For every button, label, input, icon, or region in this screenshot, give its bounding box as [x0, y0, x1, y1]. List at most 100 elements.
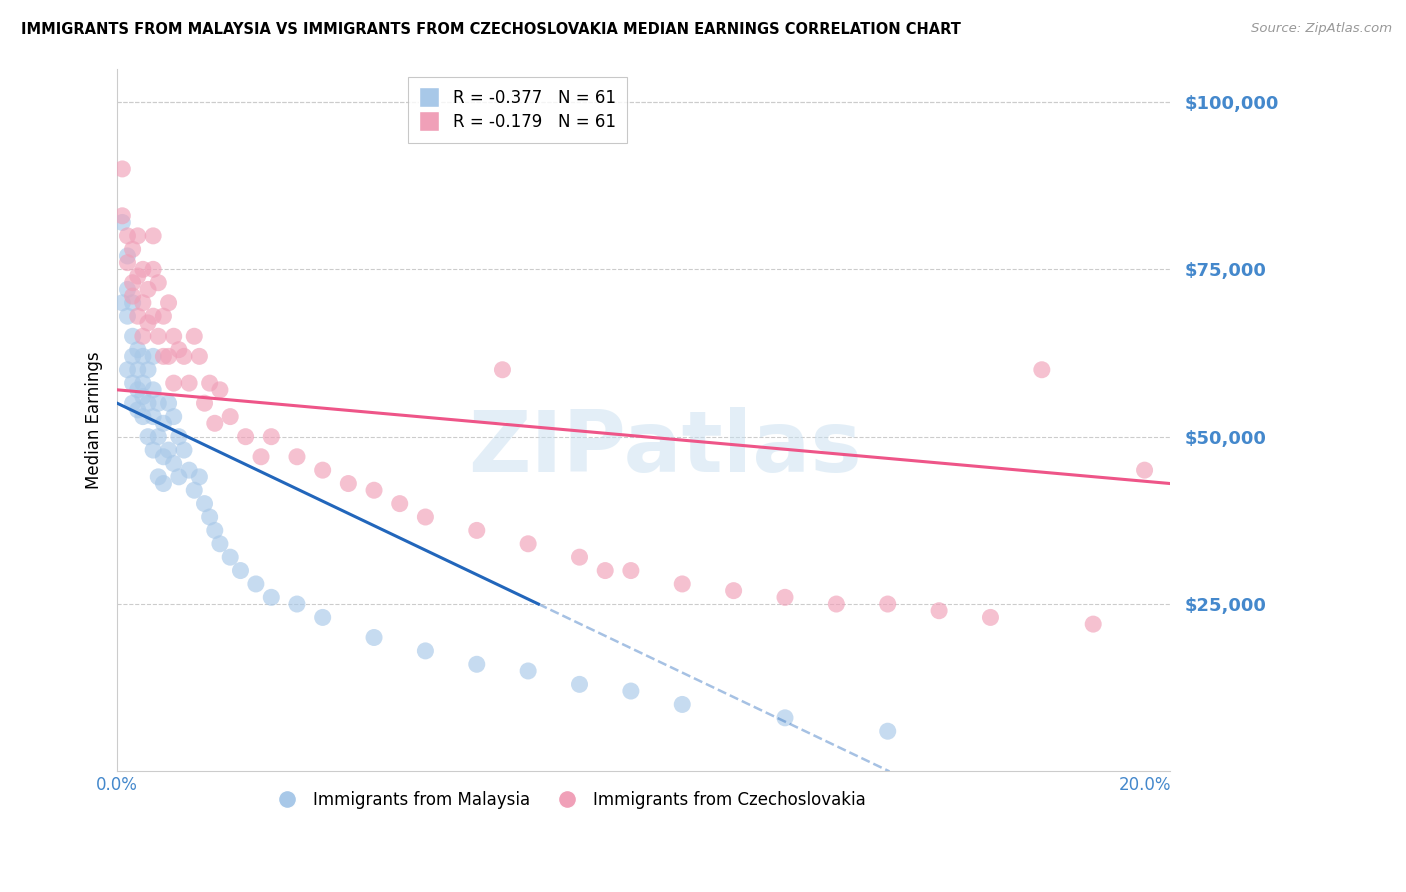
Point: [111, 215, 134, 229]
Point: [193, 497, 215, 511]
Point: [167, 343, 190, 357]
Point: [876, 597, 898, 611]
Point: [157, 350, 180, 364]
Point: [285, 597, 308, 611]
Point: [723, 583, 745, 598]
Point: [142, 409, 165, 424]
Point: [132, 329, 155, 343]
Point: [193, 396, 215, 410]
Point: [593, 564, 616, 578]
Point: [250, 450, 273, 464]
Point: [245, 577, 267, 591]
Point: [117, 255, 139, 269]
Point: [285, 450, 308, 464]
Point: [121, 396, 143, 410]
Point: [148, 329, 170, 343]
Point: [491, 363, 513, 377]
Point: [117, 309, 139, 323]
Point: [773, 591, 796, 605]
Point: [142, 350, 165, 364]
Point: [311, 463, 333, 477]
Point: [177, 376, 200, 391]
Point: [121, 329, 143, 343]
Point: [127, 268, 149, 283]
Point: [117, 228, 139, 243]
Point: [142, 443, 165, 458]
Point: [142, 228, 165, 243]
Text: IMMIGRANTS FROM MALAYSIA VS IMMIGRANTS FROM CZECHOSLOVAKIA MEDIAN EARNINGS CORRE: IMMIGRANTS FROM MALAYSIA VS IMMIGRANTS F…: [21, 22, 960, 37]
Point: [517, 664, 540, 678]
Text: ZIPatlas: ZIPatlas: [468, 407, 862, 490]
Point: [121, 376, 143, 391]
Point: [415, 510, 437, 524]
Point: [183, 483, 205, 498]
Point: [337, 476, 360, 491]
Text: Source: ZipAtlas.com: Source: ZipAtlas.com: [1251, 22, 1392, 36]
Point: [188, 470, 211, 484]
Point: [163, 409, 186, 424]
Point: [127, 403, 149, 417]
Point: [121, 350, 143, 364]
Point: [235, 430, 257, 444]
Point: [1083, 617, 1105, 632]
Point: [117, 249, 139, 263]
Point: [142, 309, 165, 323]
Point: [620, 684, 643, 698]
Point: [465, 524, 488, 538]
Point: [132, 409, 155, 424]
Point: [204, 417, 226, 431]
Point: [208, 383, 231, 397]
Point: [620, 564, 643, 578]
Point: [825, 597, 848, 611]
Point: [177, 463, 200, 477]
Point: [121, 242, 143, 256]
Point: [1133, 463, 1156, 477]
Point: [132, 390, 155, 404]
Point: [173, 443, 195, 458]
Point: [152, 309, 174, 323]
Point: [979, 610, 1001, 624]
Legend: Immigrants from Malaysia, Immigrants from Czechoslovakia: Immigrants from Malaysia, Immigrants fro…: [267, 784, 873, 816]
Point: [388, 497, 411, 511]
Point: [415, 644, 437, 658]
Point: [260, 430, 283, 444]
Point: [465, 657, 488, 672]
Point: [152, 476, 174, 491]
Point: [136, 316, 159, 330]
Point: [111, 161, 134, 176]
Point: [148, 396, 170, 410]
Point: [568, 550, 591, 565]
Point: [876, 724, 898, 739]
Point: [773, 711, 796, 725]
Point: [208, 537, 231, 551]
Point: [132, 350, 155, 364]
Point: [152, 417, 174, 431]
Point: [157, 295, 180, 310]
Point: [260, 591, 283, 605]
Point: [163, 329, 186, 343]
Point: [136, 430, 159, 444]
Point: [111, 209, 134, 223]
Point: [127, 309, 149, 323]
Point: [173, 350, 195, 364]
Point: [132, 295, 155, 310]
Point: [136, 282, 159, 296]
Point: [127, 383, 149, 397]
Point: [127, 228, 149, 243]
Point: [219, 409, 242, 424]
Point: [127, 363, 149, 377]
Point: [568, 677, 591, 691]
Point: [1031, 363, 1053, 377]
Point: [204, 524, 226, 538]
Point: [121, 295, 143, 310]
Point: [671, 698, 693, 712]
Point: [163, 376, 186, 391]
Point: [671, 577, 693, 591]
Y-axis label: Median Earnings: Median Earnings: [86, 351, 103, 489]
Point: [363, 483, 385, 498]
Point: [132, 376, 155, 391]
Point: [188, 350, 211, 364]
Point: [142, 262, 165, 277]
Point: [928, 604, 950, 618]
Point: [121, 276, 143, 290]
